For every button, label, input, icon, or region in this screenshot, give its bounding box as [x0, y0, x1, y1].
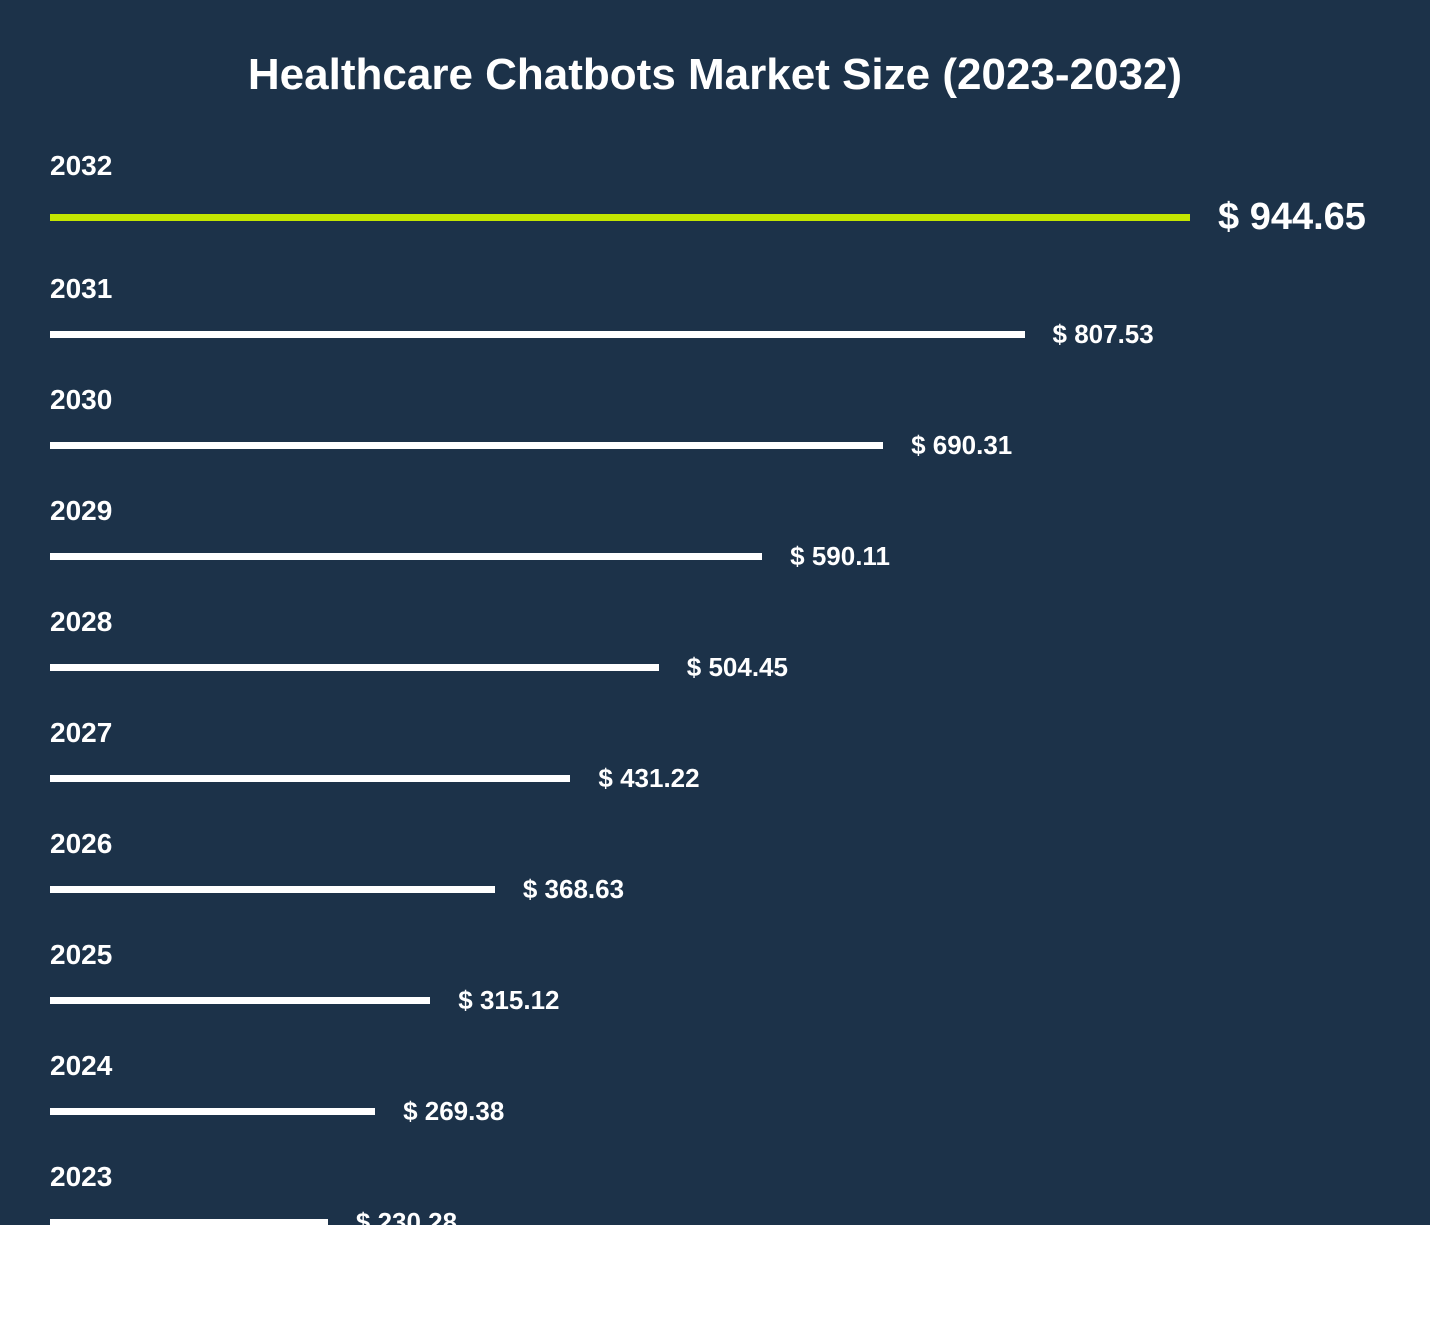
value-label: $ 230.28 [356, 1207, 457, 1238]
bar-row: 2032 $ 944.65 [50, 150, 1380, 239]
bar-row: 2024 $ 269.38 [50, 1050, 1380, 1127]
bar-chart: 2032 $ 944.65 2031 $ 807.53 2030 $ 690.31 2029… [50, 150, 1380, 1272]
bar [50, 553, 762, 560]
year-label: 2025 [50, 939, 1380, 971]
year-label: 2030 [50, 384, 1380, 416]
bar-line: $ 590.11 [50, 541, 1380, 572]
year-label: 2024 [50, 1050, 1380, 1082]
bar-line: $ 944.65 [50, 196, 1380, 239]
bar-line: $ 690.31 [50, 430, 1380, 461]
year-label: 2029 [50, 495, 1380, 527]
value-label: $ 269.38 [403, 1096, 504, 1127]
bar-line: $ 315.12 [50, 985, 1380, 1016]
bar [50, 664, 659, 671]
brand-name: appinventiv [1243, 1292, 1380, 1323]
chart-footer: Source Link: PRECEDENCE RESEARCH appinve… [50, 1292, 1380, 1323]
bar-row: 2023 $ 230.28 [50, 1161, 1380, 1238]
bar-line: $ 504.45 [50, 652, 1380, 683]
year-label: 2026 [50, 828, 1380, 860]
bar [50, 442, 883, 449]
year-label: 2031 [50, 273, 1380, 305]
chart-canvas: Healthcare Chatbots Market Size (2023-20… [0, 0, 1430, 1225]
bar [50, 997, 430, 1004]
bar-line: $ 368.63 [50, 874, 1380, 905]
chart-title: Healthcare Chatbots Market Size (2023-20… [50, 50, 1380, 100]
bar [50, 331, 1025, 338]
bar [50, 1108, 375, 1115]
bar-row: 2026 $ 368.63 [50, 828, 1380, 905]
source-text: Source Link: PRECEDENCE RESEARCH [50, 1297, 460, 1323]
bar-row: 2028 $ 504.45 [50, 606, 1380, 683]
brand-a-icon [1207, 1293, 1237, 1323]
bar-row: 2031 $ 807.53 [50, 273, 1380, 350]
bar-row: 2030 $ 690.31 [50, 384, 1380, 461]
year-label: 2027 [50, 717, 1380, 749]
bar [50, 886, 495, 893]
value-label: $ 431.22 [598, 763, 699, 794]
bar-line: $ 431.22 [50, 763, 1380, 794]
value-label: $ 807.53 [1053, 319, 1154, 350]
bar-row: 2029 $ 590.11 [50, 495, 1380, 572]
bar-line: $ 807.53 [50, 319, 1380, 350]
value-label: $ 315.12 [458, 985, 559, 1016]
year-label: 2028 [50, 606, 1380, 638]
bar-line: $ 269.38 [50, 1096, 1380, 1127]
bar-highlight [50, 214, 1190, 221]
value-label: $ 590.11 [790, 541, 890, 572]
value-label: $ 504.45 [687, 652, 788, 683]
bar-row: 2025 $ 315.12 [50, 939, 1380, 1016]
year-label: 2023 [50, 1161, 1380, 1193]
bar-row: 2027 $ 431.22 [50, 717, 1380, 794]
bar-line: $ 230.28 [50, 1207, 1380, 1238]
value-label: $ 944.65 [1218, 196, 1366, 239]
value-label: $ 368.63 [523, 874, 624, 905]
year-label: 2032 [50, 150, 1380, 182]
brand-logo: appinventiv [1207, 1292, 1380, 1323]
bar [50, 775, 570, 782]
value-label: $ 690.31 [911, 430, 1012, 461]
